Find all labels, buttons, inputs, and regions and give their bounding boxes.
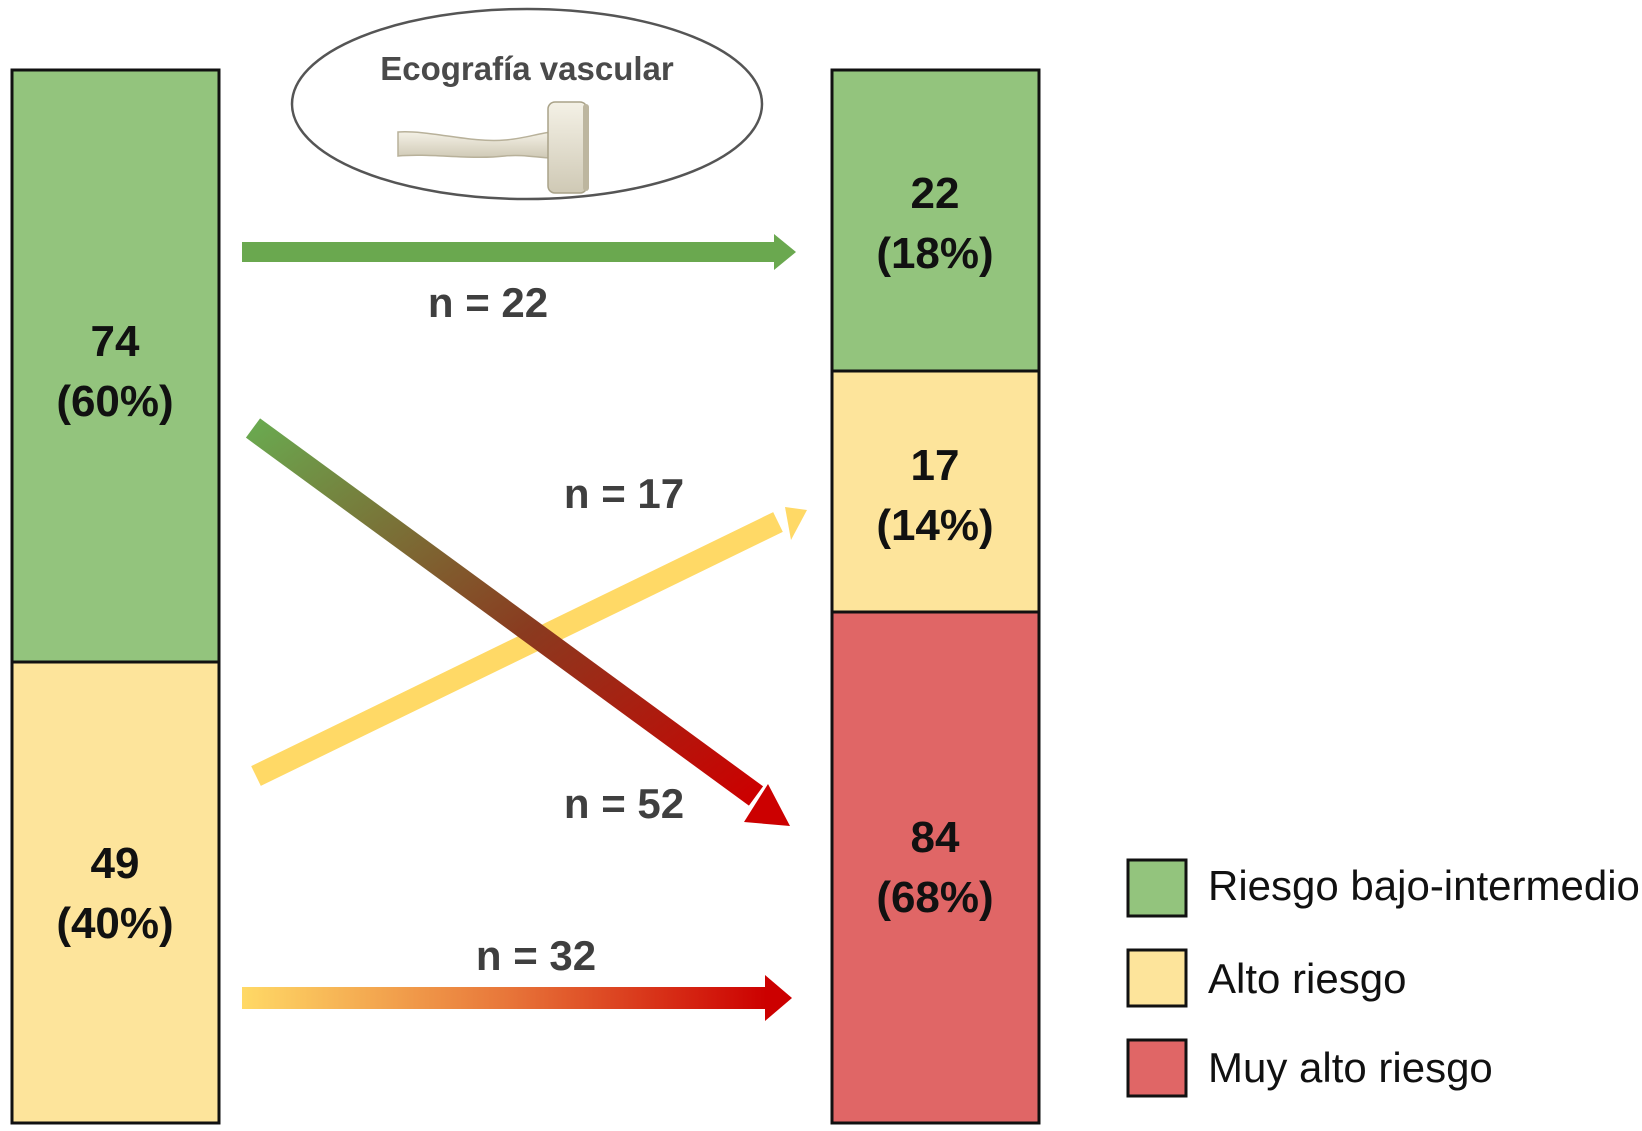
before-low-count: 74 — [91, 317, 140, 366]
before-bar: 74 (60%) 49 (40%) — [10, 68, 221, 1125]
before-high-segment — [10, 660, 221, 1125]
legend: Riesgo bajo-intermedio Alto riesgo Muy a… — [1126, 858, 1640, 1098]
flow-arrow-low-to-low — [242, 234, 796, 270]
ultrasound-probe-icon — [397, 101, 589, 194]
legend-item-very-high: Muy alto riesgo — [1126, 1038, 1493, 1098]
legend-swatch — [1126, 1038, 1188, 1098]
legend-label: Riesgo bajo-intermedio — [1208, 862, 1640, 909]
legend-swatch — [1126, 948, 1188, 1008]
before-high-percent: (40%) — [56, 899, 173, 948]
legend-label: Alto riesgo — [1208, 955, 1406, 1002]
title-text: Ecografía vascular — [380, 50, 674, 87]
flow-label-low-to-very-high: n = 52 — [564, 780, 684, 827]
flow-arrow-high-to-high — [251, 507, 807, 786]
flow-arrow-high-to-very-high — [242, 975, 792, 1021]
legend-item-low-intermediate: Riesgo bajo-intermedio — [1126, 858, 1640, 918]
flow-label-high-to-high: n = 17 — [564, 470, 684, 517]
after-very-high-segment — [830, 610, 1041, 1125]
after-low-percent: (18%) — [876, 229, 993, 278]
after-low-intermediate-segment — [830, 68, 1041, 373]
before-low-intermediate-segment — [10, 68, 221, 664]
after-high-percent: (14%) — [876, 501, 993, 550]
before-high-count: 49 — [91, 839, 140, 888]
title-ellipse: Ecografía vascular — [290, 7, 764, 201]
before-low-percent: (60%) — [56, 377, 173, 426]
legend-label: Muy alto riesgo — [1208, 1044, 1493, 1091]
legend-swatch — [1126, 858, 1188, 918]
after-very-high-percent: (68%) — [876, 873, 993, 922]
after-high-count: 17 — [911, 441, 960, 490]
legend-item-high: Alto riesgo — [1126, 948, 1406, 1008]
after-high-segment — [830, 369, 1041, 614]
after-low-count: 22 — [911, 169, 960, 218]
flow-label-high-to-very-high: n = 32 — [476, 932, 596, 979]
after-bar: 22 (18%) 17 (14%) 84 (68%) — [830, 68, 1041, 1125]
flow-label-low-to-low: n = 22 — [428, 279, 548, 326]
after-very-high-count: 84 — [911, 813, 960, 862]
flow-arrow-low-to-very-high — [245, 418, 790, 826]
